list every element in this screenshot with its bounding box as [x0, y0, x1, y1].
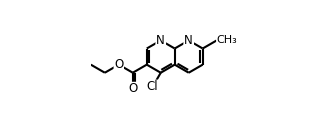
Text: Cl: Cl	[147, 80, 159, 93]
Text: CH₃: CH₃	[217, 35, 237, 45]
Text: N: N	[156, 34, 165, 47]
Text: N: N	[184, 34, 193, 47]
Text: O: O	[114, 58, 123, 71]
Text: O: O	[128, 82, 137, 95]
